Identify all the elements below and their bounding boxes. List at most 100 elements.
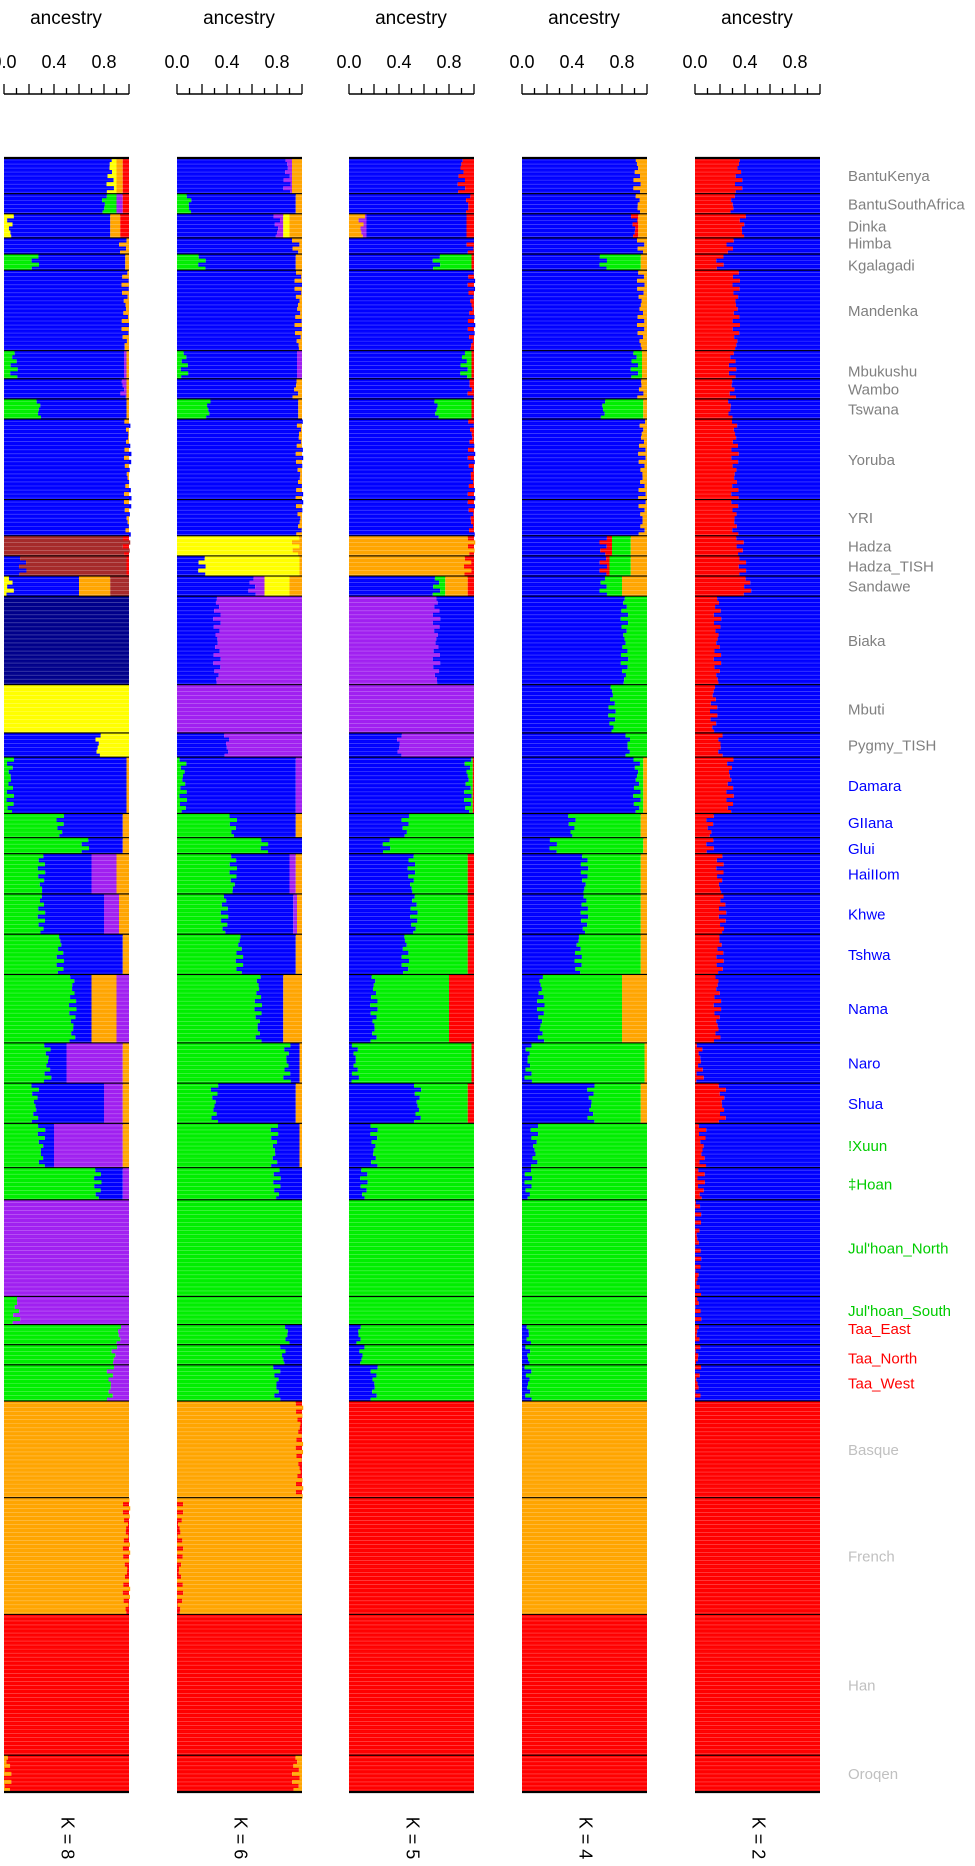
bar-Yoruba-k4-10-0 bbox=[522, 459, 639, 465]
bar-Nama-k4-1-1 bbox=[539, 979, 622, 984]
bar-Tshwa-k4-5-1 bbox=[581, 954, 641, 960]
bar-BantuKenya-k3-3-0 bbox=[349, 170, 464, 175]
bar-BantuSouthAfrica-k1-2-0 bbox=[4, 202, 105, 207]
bar-Hadza_TISH-k2-3-1 bbox=[198, 568, 300, 573]
bar-Tswana-k4-2-1 bbox=[602, 407, 644, 412]
bar-Damara-k4-8-2 bbox=[643, 789, 647, 795]
bar-Shua-k2-3-2 bbox=[295, 1095, 302, 1101]
bar-Naro-k3-5-2 bbox=[471, 1063, 474, 1068]
bar-Nama-k4-3-0 bbox=[522, 987, 542, 992]
bar-Glui-k2-3-0 bbox=[177, 850, 269, 855]
bar-GIIana-k1-5-0 bbox=[4, 834, 60, 839]
bar-Shua-k2-9-2 bbox=[295, 1119, 302, 1125]
bar-Tshwa-k1-0-1 bbox=[59, 934, 123, 940]
bar-Tswana-k4-2-2 bbox=[643, 407, 647, 412]
bar-YRI-k2-8-0 bbox=[177, 532, 297, 537]
bar-Nama-k3-10-0 bbox=[349, 1015, 377, 1020]
bar-Tshwa-k1-5-0 bbox=[4, 954, 57, 960]
bar-Naro-k4-3-0 bbox=[522, 1055, 528, 1060]
bar-Nama-k4-2-1 bbox=[540, 983, 622, 988]
bar-Yoruba-k4-11-1 bbox=[644, 463, 647, 469]
bar-Naro-k1-8-3 bbox=[122, 1075, 129, 1080]
bar-Biaka-k2-20-1 bbox=[216, 677, 302, 682]
bar-Damara-k3-1-1 bbox=[464, 761, 473, 767]
bar-French-k1-21-1 bbox=[123, 1582, 129, 1588]
bar-Hadza-k4-0-2 bbox=[612, 536, 631, 541]
bar-Nama-k3-13-1 bbox=[374, 1027, 449, 1032]
bar-Naro-k4-5-1 bbox=[530, 1063, 645, 1068]
bar-Hadza_TISH-k2-2-0 bbox=[177, 564, 206, 569]
bar-Shua-k1-0-3 bbox=[122, 1083, 129, 1088]
bar-Jul'hoan_North-k4-16-0 bbox=[522, 1264, 647, 1270]
bar-Khwe-k3-4-2 bbox=[467, 910, 474, 915]
bar-Hadza-k2-0-0 bbox=[177, 536, 300, 541]
bar-Yoruba-k3-18-0 bbox=[349, 492, 468, 497]
bar-Basque-k2-22-0 bbox=[177, 1490, 296, 1495]
bar-BantuKenya-k1-0-3 bbox=[122, 158, 129, 163]
bar-Han-k1-17-0 bbox=[4, 1683, 129, 1688]
bar-GIIana-k3-3-1 bbox=[402, 826, 474, 831]
bar-Dinka-k4-0-1 bbox=[631, 214, 639, 219]
bar-Sandawe-k2-2-3 bbox=[289, 584, 302, 589]
bar-Khwe-k2-3-3 bbox=[297, 906, 302, 911]
bar-YRI-k4-8-1 bbox=[638, 532, 647, 537]
bar-Khwe-k3-4-1 bbox=[417, 910, 468, 915]
bar-HaiIIom-k2-0-0 bbox=[177, 854, 232, 859]
bar-Wambo-k1-1-0 bbox=[4, 383, 123, 388]
bar-Basque-k1-9-0 bbox=[4, 1437, 129, 1443]
bar-Hadza_TISH-k1-3-0 bbox=[4, 568, 27, 573]
bar-Khwe-k3-5-0 bbox=[349, 914, 411, 919]
bar-Dinka-k2-3-3 bbox=[289, 226, 302, 231]
bar-Khwe-k4-7-0 bbox=[522, 922, 588, 928]
bar-Biaka-k3-10-1 bbox=[436, 636, 474, 642]
bar-Mbukushu-k2-3-1 bbox=[187, 363, 297, 368]
bar-Mbukushu-k4-3-2 bbox=[642, 363, 647, 368]
bar-Nama-k2-11-1 bbox=[259, 1019, 284, 1024]
bar-Mandenka-k4-3-0 bbox=[522, 282, 645, 288]
bar-Glui-k4-0-2 bbox=[643, 838, 647, 843]
bar-Biaka-k2-6-0 bbox=[177, 620, 221, 626]
bar-Jul'hoan_North-k1-0-0 bbox=[4, 1200, 129, 1205]
bar-Tshwa-k3-2-0 bbox=[349, 942, 407, 948]
bar-Mbuti-k1-4-0 bbox=[4, 701, 129, 706]
bar-Pygmy_TISH-k4-1-0 bbox=[522, 737, 630, 742]
bar-Yoruba-k2-3-0 bbox=[177, 431, 300, 436]
bar-Shua-k3-1-2 bbox=[467, 1087, 474, 1093]
bar-Nama-k4-11-2 bbox=[622, 1019, 647, 1024]
bar-BantuSouthAfrica-k1-4-3 bbox=[122, 210, 129, 215]
bar-Hadza_TISH-k4-1-1 bbox=[599, 560, 610, 565]
bar-Kgalagadi-k4-2-1 bbox=[599, 262, 641, 267]
bar-Dinka-k4-4-1 bbox=[634, 230, 639, 235]
bar-Biaka-k1-5-0 bbox=[4, 616, 129, 622]
bar-Mandenka-k1-11-0 bbox=[4, 314, 129, 320]
bar-French-k1-8-0 bbox=[4, 1530, 126, 1535]
bar-Taa_East-k3-1-1 bbox=[358, 1329, 474, 1334]
bar-Khwe-k2-0-1 bbox=[223, 894, 294, 899]
bar-Sandawe-k1-2-1 bbox=[7, 584, 80, 589]
bar-Naro-k2-3-2 bbox=[299, 1055, 302, 1060]
bar-Nama-k1-15-0 bbox=[4, 1035, 76, 1040]
bar-Dinka-k2-1-1 bbox=[279, 218, 284, 223]
bar-Naro-k1-0-3 bbox=[122, 1043, 129, 1048]
bar-Jul'hoan_North-k1-1-0 bbox=[4, 1204, 129, 1209]
bar-Nama-k4-8-2 bbox=[622, 1007, 647, 1012]
bar-Khwe-k4-6-0 bbox=[522, 918, 582, 923]
bar-Taa_East-k2-1-1 bbox=[287, 1329, 302, 1334]
bar-Biaka-k2-19-0 bbox=[177, 673, 219, 678]
bar-BantuKenya-k2-8-2 bbox=[292, 190, 302, 195]
bar-Khwe-k2-6-1 bbox=[221, 918, 294, 923]
bar-Kgalagadi-k4-0-2 bbox=[640, 254, 647, 259]
bar-Han-k3-10-0 bbox=[349, 1655, 474, 1660]
bar-Wambo-k2-2-0 bbox=[177, 387, 295, 392]
bar-Basque-k2-4-1 bbox=[297, 1417, 302, 1423]
bar-French-k1-22-0 bbox=[4, 1586, 131, 1592]
bar-Yoruba-k3-9-1 bbox=[467, 455, 474, 461]
bar-Damara-k1-11-2 bbox=[126, 801, 129, 807]
bar-Mandenka-k1-5-0 bbox=[4, 290, 123, 296]
bar-Taa_East-k2-3-1 bbox=[285, 1337, 302, 1342]
tick-label-4-0: 0.0 bbox=[509, 52, 534, 72]
bar-Dinka-k3-5-1 bbox=[362, 234, 367, 239]
bar-Nama-k1-6-1 bbox=[76, 999, 92, 1004]
bar-!Xuun-k2-2-0 bbox=[177, 1131, 279, 1137]
bar-Basque-k3-23-0 bbox=[349, 1494, 474, 1499]
